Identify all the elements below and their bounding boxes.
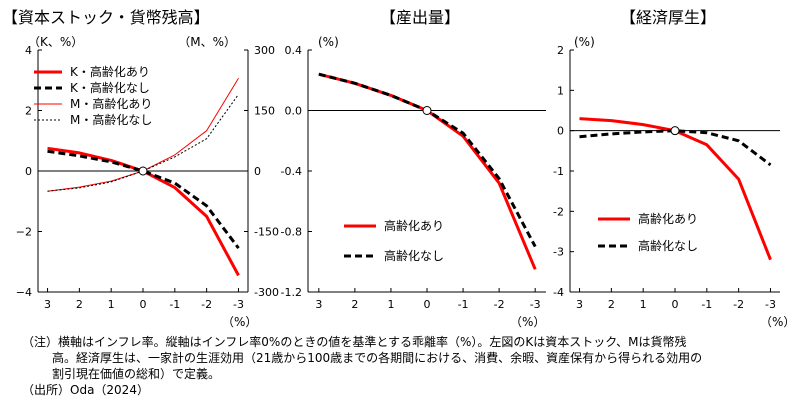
left-unit-label: (%) <box>574 35 595 49</box>
panel-capital-money: 【資本ストック・貨幣残高】 （K、%） （M、%） 4 2 0 −2 −4 300 150 0… <box>2 8 279 329</box>
series-line <box>318 72 537 270</box>
y-tick-label: 0 <box>557 125 564 138</box>
panel-title: 【産出量】 <box>380 8 460 27</box>
y-tick-label: −4 <box>16 286 32 299</box>
series-line <box>579 129 772 167</box>
y-tick-label: -4 <box>553 286 564 299</box>
y-tick-label: -1.2 <box>281 286 302 299</box>
series-line <box>47 94 239 192</box>
y2-tick-label: 150 <box>254 105 275 118</box>
origin-marker <box>670 126 680 136</box>
note-line: 高。経済厚生は、一家計の生涯効用（21歳から100歳までの各期間における、消費、… <box>52 351 703 365</box>
legend-label: K・高齢化なし <box>70 80 150 95</box>
y-tick-label: −2 <box>16 226 32 239</box>
x-tick-label: 0 <box>140 298 147 311</box>
left-unit-label: （K、%） <box>28 35 83 49</box>
x-tick-label: 2 <box>608 298 615 311</box>
x-tick-label: 3 <box>576 298 583 311</box>
x-tick-label: -3 <box>530 298 541 311</box>
plot-area: 4 2 0 −2 −4 300 150 0 -150 -300 3 2 1 0 -1 -2 -3 K・高齢化ありK… <box>16 44 279 311</box>
x-tick-label: 2 <box>76 298 83 311</box>
y-tick-label: 2 <box>557 44 564 57</box>
y-tick-label: -1 <box>553 165 564 178</box>
y-tick-label: 4 <box>25 44 32 57</box>
panel-title: 【資本ストック・貨幣残高】 <box>2 8 210 27</box>
y-tick-label: 0.0 <box>285 105 303 118</box>
x-axis-label: （%） <box>510 315 545 329</box>
x-tick-label: -3 <box>233 298 244 311</box>
legend-label: K・高齢化あり <box>70 64 150 79</box>
y2-tick-label: 300 <box>254 44 275 57</box>
x-tick-label: 0 <box>424 298 431 311</box>
legend-label: 高齢化なし <box>384 248 444 263</box>
note-line: 割引現在価値の総和）で定義。 <box>52 367 221 381</box>
x-tick-label: 1 <box>640 298 647 311</box>
x-tick-label: 3 <box>44 298 51 311</box>
legend-label: 高齢化あり <box>638 211 698 226</box>
panel-output: 【産出量】 (%) 0.4 0.0 -0.4 -0.8 -1.2 3 2 1 0 -1 -2 -3 高齢… <box>281 8 546 329</box>
y-tick-label: 0 <box>25 165 32 178</box>
figure-panels: 【資本ストック・貨幣残高】 （K、%） （M、%） 420−2−43001500… <box>2 8 795 329</box>
origin-marker <box>422 106 432 115</box>
x-tick-label: -2 <box>733 298 744 311</box>
left-unit-label: (%) <box>318 35 339 49</box>
y-tick-label: -2 <box>553 205 564 218</box>
legend-label: M・高齢化なし <box>70 112 152 127</box>
x-tick-label: 1 <box>387 298 394 311</box>
legend-label: 高齢化あり <box>384 218 444 233</box>
y-tick-label: -0.4 <box>281 165 302 178</box>
x-tick-label: -3 <box>765 298 776 311</box>
y2-tick-label: 0 <box>254 165 261 178</box>
y-tick-label: 1 <box>557 84 564 97</box>
note-line: （注）横軸はインフレ率。縦軸はインフレ率0%のときの値を基準とする乖離率（%）。… <box>22 335 687 349</box>
x-tick-label: -1 <box>458 298 469 311</box>
x-tick-label: 2 <box>351 298 358 311</box>
x-tick-label: 1 <box>108 298 115 311</box>
y2-tick-label: -300 <box>254 286 279 299</box>
series-line <box>47 149 240 250</box>
right-unit-label: （M、%） <box>178 35 236 49</box>
y-tick-label: -0.8 <box>281 226 302 239</box>
panel-title: 【経済厚生】 <box>620 8 716 27</box>
y-tick-label: 2 <box>25 105 32 118</box>
y-tick-label: -3 <box>553 246 564 259</box>
panel-welfare: 【経済厚生】 (%) 210-1-2-3-43 2 1 0 -1 -2 -3高齢化あり高齢化… <box>553 8 795 329</box>
y-tick-label: 0.4 <box>285 44 303 57</box>
footnotes: （注）横軸はインフレ率。縦軸はインフレ率0%のときの値を基準とする乖離率（%）。… <box>22 334 792 398</box>
x-axis-label: （%） <box>222 315 257 329</box>
x-tick-label: -2 <box>201 298 212 311</box>
x-tick-label: -1 <box>169 298 180 311</box>
legend-label: 高齢化なし <box>638 238 698 253</box>
x-axis-label: （%） <box>760 315 795 329</box>
x-tick-label: 3 <box>315 298 322 311</box>
origin-marker <box>138 166 148 176</box>
x-tick-label: -1 <box>701 298 712 311</box>
x-tick-label: 0 <box>672 298 679 311</box>
legend-label: M・高齢化あり <box>70 96 152 111</box>
source-line: （出所）Oda（2024） <box>22 383 149 397</box>
x-tick-label: -2 <box>494 298 505 311</box>
y2-tick-label: -150 <box>254 226 279 239</box>
